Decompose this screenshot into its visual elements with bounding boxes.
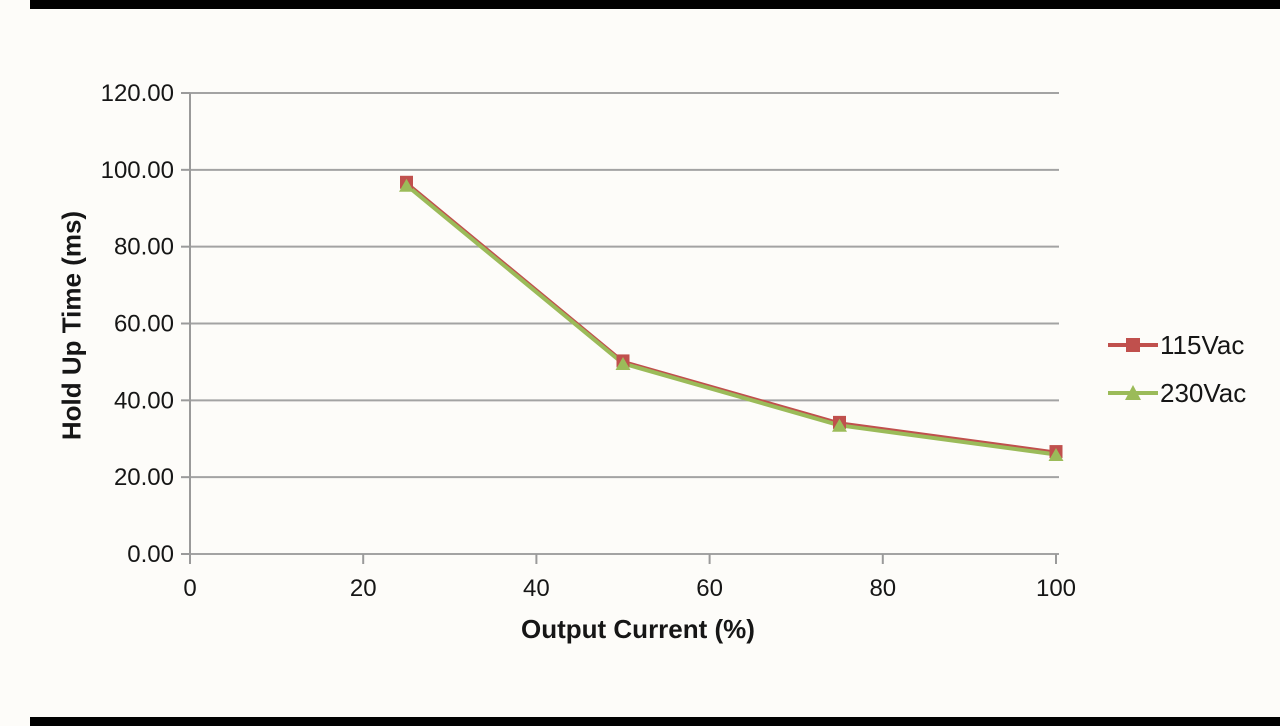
series-line-230vac bbox=[405, 183, 1057, 457]
y-tick-label: 120.00 bbox=[101, 80, 174, 107]
y-tick-label: 0.00 bbox=[127, 541, 174, 568]
series-line-115vac bbox=[405, 181, 1057, 455]
y-tick-label: 80.00 bbox=[114, 234, 174, 261]
legend-item-115vac: 115Vac bbox=[1108, 329, 1246, 361]
line-triangle-marker-icon bbox=[1108, 385, 1158, 400]
data-point-230vac-50 bbox=[615, 356, 631, 370]
y-axis-title: Hold Up Time (ms) bbox=[56, 210, 87, 441]
x-tick-label: 100 bbox=[1036, 575, 1076, 602]
data-point-230vac-25 bbox=[399, 178, 414, 192]
legend-item-230vac: 230Vac bbox=[1108, 377, 1246, 409]
data-point-230vac-75 bbox=[832, 418, 847, 432]
x-tick-label: 0 bbox=[183, 575, 196, 602]
y-tick-label: 20.00 bbox=[114, 464, 174, 491]
legend-label-230vac: 230Vac bbox=[1160, 377, 1247, 408]
x-tick-label: 60 bbox=[696, 575, 723, 602]
legend: 115Vac 230Vac bbox=[1108, 329, 1246, 425]
x-tick-label: 80 bbox=[869, 575, 896, 602]
top-border-bar bbox=[30, 0, 1280, 9]
data-point-230vac-100 bbox=[1048, 448, 1064, 462]
x-tick-label: 40 bbox=[523, 575, 550, 602]
legend-label-115vac: 115Vac bbox=[1160, 329, 1245, 360]
x-axis-title: Output Current (%) bbox=[521, 614, 755, 644]
x-tick-label: 20 bbox=[350, 575, 377, 602]
y-tick-label: 60.00 bbox=[114, 311, 174, 338]
bottom-border-bar bbox=[30, 717, 1280, 726]
y-tick-label: 100.00 bbox=[101, 157, 174, 184]
line-square-marker-icon bbox=[1108, 338, 1158, 352]
y-tick-label: 40.00 bbox=[114, 387, 174, 414]
